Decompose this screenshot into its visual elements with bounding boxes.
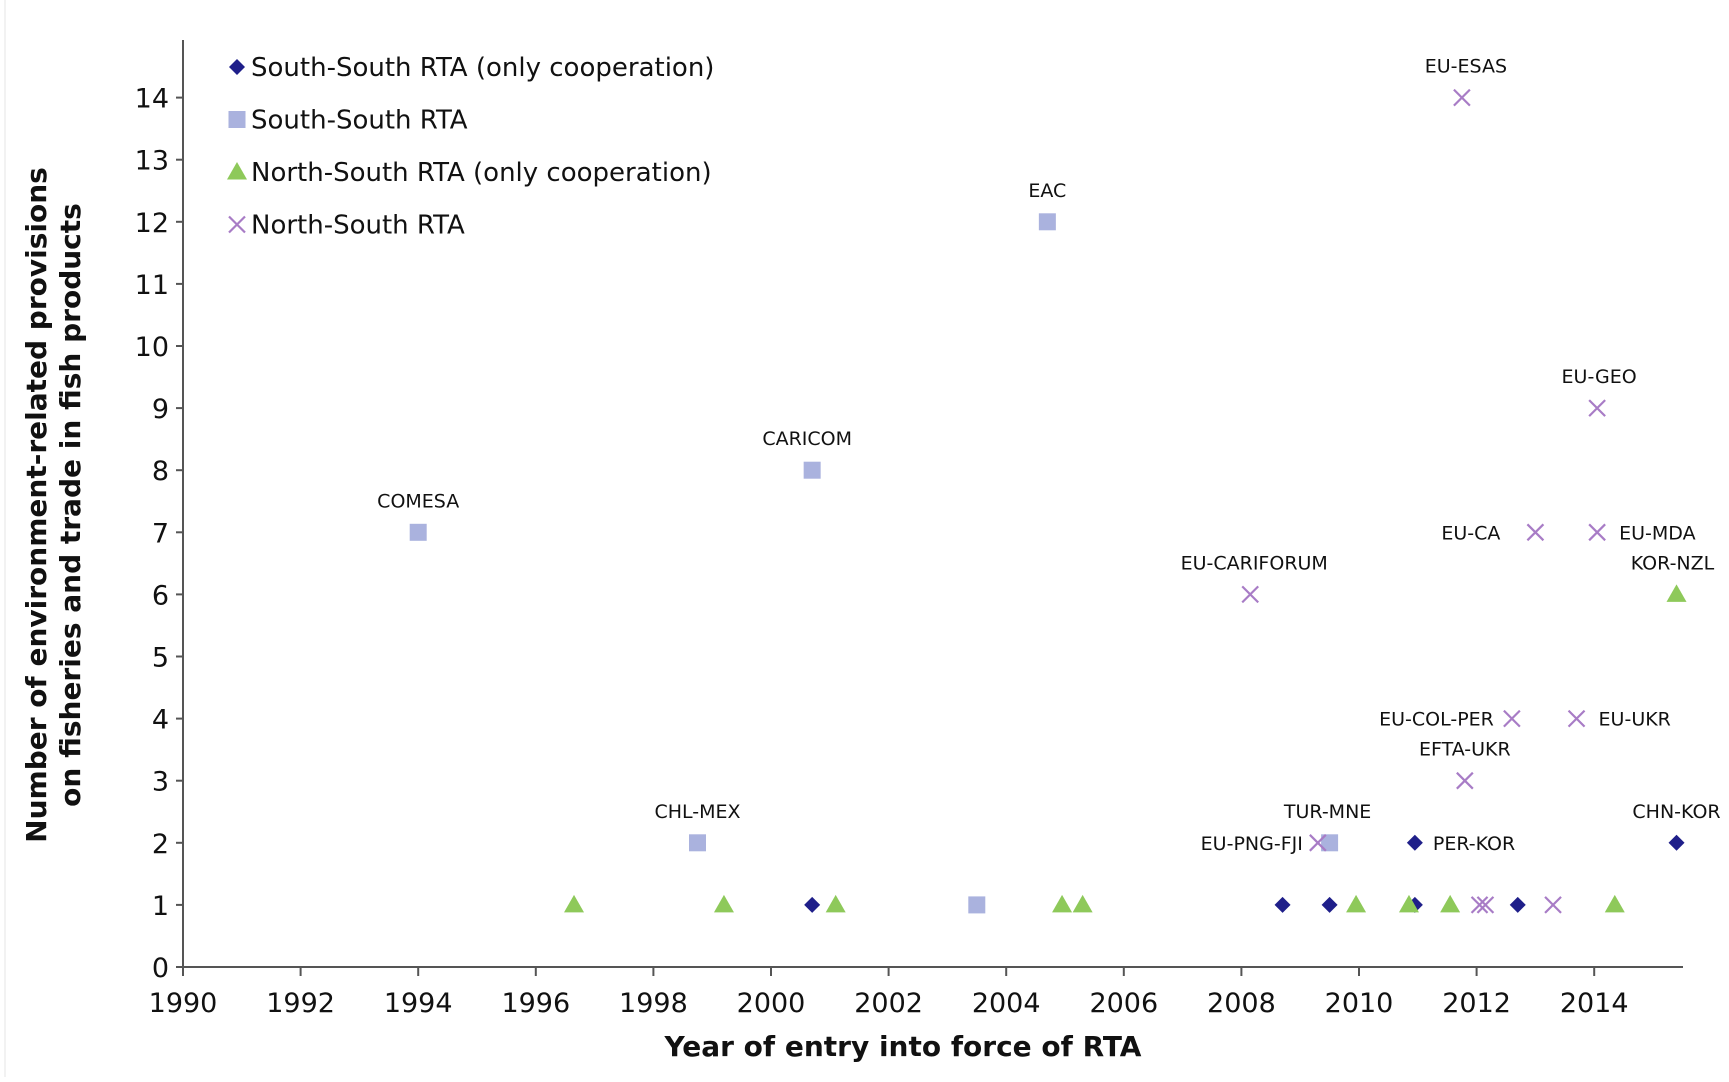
triangle-point [564, 894, 585, 913]
x-tick-label: 2002 [854, 988, 923, 1019]
y-tick-label: 9 [152, 394, 169, 425]
x-tick-label: 2006 [1089, 988, 1158, 1019]
x-tick-label: 2012 [1442, 988, 1511, 1019]
x-tick-label: 2014 [1560, 988, 1629, 1019]
legend-cross-marker [228, 215, 246, 234]
diamond-point [1668, 834, 1685, 851]
legend: South-South RTA (only cooperation) South-… [227, 53, 714, 241]
legend-triangle-marker [227, 162, 247, 180]
point-label: EU-UKR [1599, 709, 1671, 731]
point-label: EU-ESAS [1425, 56, 1507, 78]
cross-point [1544, 896, 1562, 914]
diamond-point [1406, 834, 1423, 851]
square-point [968, 896, 986, 914]
triangle-point [1346, 894, 1367, 913]
square-point [689, 834, 706, 852]
y-tick-label: 0 [152, 953, 169, 984]
diamond-point [1509, 896, 1526, 913]
y-tick-label: 10 [135, 332, 169, 363]
y-tick-label: 14 [135, 84, 169, 115]
triangle-point [1440, 894, 1461, 913]
x-axis-title: Year of entry into force of RTA [664, 1030, 1142, 1063]
point-label: EU-CARIFORUM [1181, 552, 1328, 574]
point-label: KOR-NZL [1631, 552, 1715, 574]
triangle-point [825, 894, 846, 913]
cross-point [1476, 896, 1495, 914]
triangle-point [1052, 894, 1073, 913]
y-tick-label: 1 [152, 891, 169, 922]
y-tick-label: 3 [152, 767, 169, 798]
cross-point [1526, 523, 1545, 542]
legend-label: North-South RTA [251, 211, 465, 241]
y-tick-label: 7 [152, 518, 169, 549]
legend-label: North-South RTA (only cooperation) [251, 158, 712, 188]
cross-point [1588, 523, 1606, 542]
y-tick-label: 2 [152, 829, 169, 860]
triangle-point [1072, 894, 1093, 913]
cross-point [1453, 88, 1471, 107]
cross-point [1241, 585, 1259, 604]
point-label: EU-CA [1441, 522, 1500, 544]
diamond-point [1321, 896, 1338, 913]
y-tick-label: 12 [135, 208, 169, 239]
y-tick-label: 6 [152, 580, 169, 611]
cross-point [1588, 399, 1606, 417]
x-tick-label: 1994 [384, 988, 453, 1019]
legend-square-marker [228, 111, 246, 128]
x-tick-label: 1998 [619, 988, 688, 1019]
y-tick-label: 11 [135, 270, 169, 301]
legend-label: South-South RTA [251, 106, 468, 136]
point-label: CHN-KOR [1632, 801, 1720, 823]
diamond-point [804, 896, 821, 913]
x-tick-label: 2008 [1207, 988, 1276, 1019]
data-points [409, 88, 1687, 914]
cross-point [1309, 834, 1327, 852]
point-label: EU-MDA [1619, 522, 1695, 544]
legend-diamond-marker [229, 59, 245, 75]
cross-point [1567, 709, 1586, 728]
y-axis-title: Number of environment-related provisions… [20, 167, 87, 843]
x-tick-label: 1992 [266, 988, 335, 1019]
y-axis-title-line: on fisheries and trade in fish products [54, 203, 87, 807]
x-tick-label: 2004 [972, 988, 1041, 1019]
y-tick-label: 4 [152, 705, 169, 736]
x-tick-label: 1990 [149, 988, 218, 1019]
cross-point [1503, 709, 1521, 728]
x-tick-label: 2000 [737, 988, 806, 1019]
triangle-point [713, 894, 734, 913]
point-label: EU-COL-PER [1379, 709, 1494, 731]
y-tick-label: 13 [135, 146, 169, 177]
point-labels: PER-KOR CHN-KOR COMESA CHL-MEX CARICOM EAC TUR… [377, 56, 1720, 855]
point-label: EFTA-UKR [1419, 739, 1511, 761]
triangle-point [1666, 584, 1687, 602]
x-tick-label: 1996 [501, 988, 570, 1019]
point-label: EU-PNG-FJI [1201, 833, 1303, 855]
square-point [1038, 213, 1056, 231]
legend-label: South-South RTA (only cooperation) [251, 53, 714, 83]
y-axis-title-line: Number of environment-related provisions [20, 167, 53, 843]
square-point [803, 461, 821, 479]
x-tick-label: 2010 [1325, 988, 1394, 1019]
point-label: COMESA [377, 490, 459, 512]
cross-point [1470, 896, 1489, 914]
point-label: EAC [1028, 180, 1066, 202]
point-label: PER-KOR [1433, 833, 1515, 855]
square-point [409, 523, 427, 541]
triangle-point [1398, 894, 1419, 913]
point-label: TUR-MNE [1283, 801, 1371, 823]
triangle-point [1604, 894, 1625, 913]
y-tick-label: 8 [152, 456, 169, 487]
point-label: CARICOM [762, 428, 852, 450]
square-point [1321, 834, 1339, 852]
y-tick-label: 5 [152, 643, 169, 674]
point-label: EU-GEO [1562, 366, 1637, 388]
cross-point [1456, 771, 1474, 790]
point-label: CHL-MEX [654, 801, 740, 823]
diamond-point [1274, 896, 1291, 913]
